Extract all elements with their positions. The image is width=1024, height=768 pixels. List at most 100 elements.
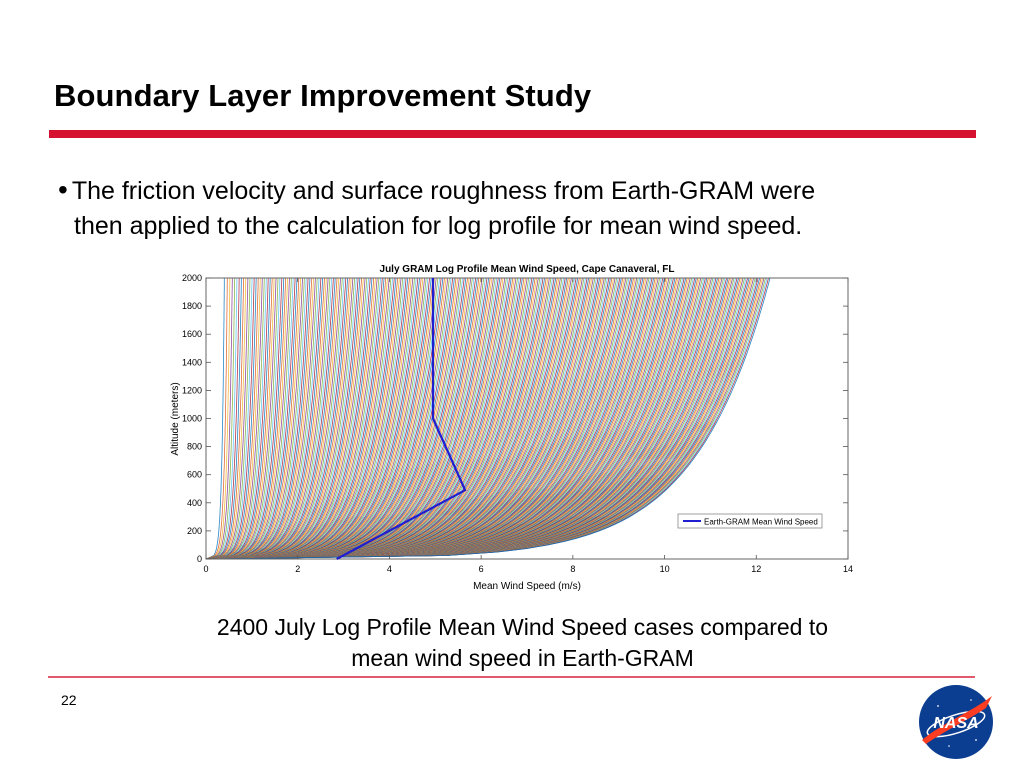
profile-case-line bbox=[205, 277, 696, 560]
profile-case-line bbox=[205, 277, 553, 560]
profile-case-line bbox=[205, 277, 340, 560]
profile-case-line bbox=[205, 277, 693, 560]
profile-case-line bbox=[205, 277, 277, 560]
profile-case-line bbox=[205, 277, 642, 560]
profile-case-line bbox=[205, 277, 611, 560]
profile-case-line bbox=[205, 277, 658, 560]
profile-case-line bbox=[205, 277, 699, 560]
profile-case-line bbox=[205, 277, 608, 560]
profile-case-line bbox=[205, 277, 419, 560]
profile-case-line bbox=[205, 277, 523, 560]
profile-case-line bbox=[205, 277, 415, 560]
profile-case-line bbox=[205, 277, 253, 560]
profile-case-line bbox=[205, 277, 257, 560]
profile-case-line bbox=[205, 277, 404, 560]
profile-case-line bbox=[205, 277, 711, 560]
profile-case-line bbox=[205, 278, 228, 560]
profile-case-line bbox=[205, 277, 560, 560]
profile-case-line bbox=[205, 277, 393, 560]
profile-case-line bbox=[205, 277, 383, 560]
profile-case-line bbox=[205, 277, 539, 560]
profile-case-line bbox=[205, 277, 407, 560]
profile-case-line bbox=[205, 277, 730, 560]
profile-case-line bbox=[205, 277, 771, 560]
x-tick-label: 8 bbox=[570, 564, 575, 574]
profile-case-line bbox=[205, 277, 267, 560]
profile-case-line bbox=[205, 277, 331, 560]
profile-case-line bbox=[205, 278, 225, 560]
profile-case-line bbox=[205, 277, 769, 560]
profile-case-line bbox=[205, 277, 459, 560]
profile-case-line bbox=[205, 277, 685, 560]
profile-case-line bbox=[205, 277, 726, 560]
profile-case-line bbox=[205, 277, 580, 560]
profile-case-line bbox=[205, 277, 318, 560]
profile-case-line bbox=[205, 277, 281, 560]
profile-case-line bbox=[205, 277, 478, 560]
profile-case-line bbox=[205, 277, 756, 560]
profile-case-line bbox=[205, 277, 723, 560]
profile-case-line bbox=[205, 277, 656, 560]
profile-case-line bbox=[205, 277, 727, 560]
profile-case-line bbox=[205, 277, 541, 560]
profile-case-line bbox=[205, 277, 697, 560]
profile-case-line bbox=[205, 277, 434, 560]
profile-case-line bbox=[205, 277, 682, 560]
profile-case-line bbox=[205, 277, 375, 560]
profile-case-line bbox=[205, 277, 285, 560]
profile-case-line bbox=[205, 277, 338, 560]
profile-case-line bbox=[205, 277, 390, 560]
profile-case-line bbox=[205, 277, 275, 560]
profile-case-line bbox=[205, 277, 362, 560]
profile-case-line bbox=[205, 277, 381, 560]
profile-case-line bbox=[205, 277, 617, 560]
profile-case-line bbox=[205, 277, 744, 560]
profile-case-line bbox=[205, 277, 594, 560]
profile-case-line bbox=[205, 277, 668, 560]
profile-case-line bbox=[205, 277, 288, 560]
profile-case-line bbox=[205, 277, 733, 560]
profile-case-line bbox=[205, 277, 231, 560]
profile-case-line bbox=[205, 277, 422, 560]
profile-case-line bbox=[205, 277, 369, 560]
profile-case-line bbox=[205, 277, 661, 560]
profile-case-line bbox=[205, 277, 395, 560]
profile-case-line bbox=[205, 277, 314, 560]
x-tick-label: 2 bbox=[295, 564, 300, 574]
profile-case-line bbox=[205, 277, 452, 560]
profile-case-line bbox=[205, 277, 676, 560]
profile-case-line bbox=[205, 277, 343, 560]
profile-case-line bbox=[205, 277, 298, 560]
title-divider bbox=[49, 130, 976, 138]
x-tick-label: 4 bbox=[387, 564, 392, 574]
profile-case-line bbox=[205, 277, 671, 560]
profile-case-line bbox=[205, 277, 552, 560]
profile-case-line bbox=[205, 277, 320, 560]
profile-case-line bbox=[205, 277, 665, 560]
profile-case-line bbox=[205, 277, 566, 560]
profile-case-line bbox=[205, 277, 585, 560]
profile-case-line bbox=[205, 277, 430, 560]
profile-case-line bbox=[205, 277, 627, 560]
profile-case-line bbox=[205, 277, 718, 560]
profile-case-line bbox=[205, 277, 766, 560]
profile-case-line bbox=[205, 278, 247, 560]
profile-case-line bbox=[205, 277, 468, 560]
profile-case-line bbox=[205, 277, 561, 560]
profile-case-line bbox=[205, 277, 683, 560]
profile-case-line bbox=[205, 277, 380, 560]
profile-case-line bbox=[205, 277, 290, 560]
profile-case-line bbox=[205, 277, 414, 560]
profile-case-line bbox=[205, 277, 483, 560]
profile-case-line bbox=[205, 277, 583, 560]
profile-case-line bbox=[205, 277, 751, 560]
profile-case-line bbox=[205, 277, 405, 560]
profile-case-line bbox=[205, 277, 352, 560]
profile-case-line bbox=[205, 277, 542, 560]
profile-case-line bbox=[205, 277, 644, 560]
profile-case-line bbox=[205, 277, 472, 560]
profile-case-line bbox=[205, 277, 504, 560]
profile-case-line bbox=[205, 277, 242, 560]
profile-case-line bbox=[205, 277, 679, 560]
profile-case-line bbox=[205, 277, 674, 560]
